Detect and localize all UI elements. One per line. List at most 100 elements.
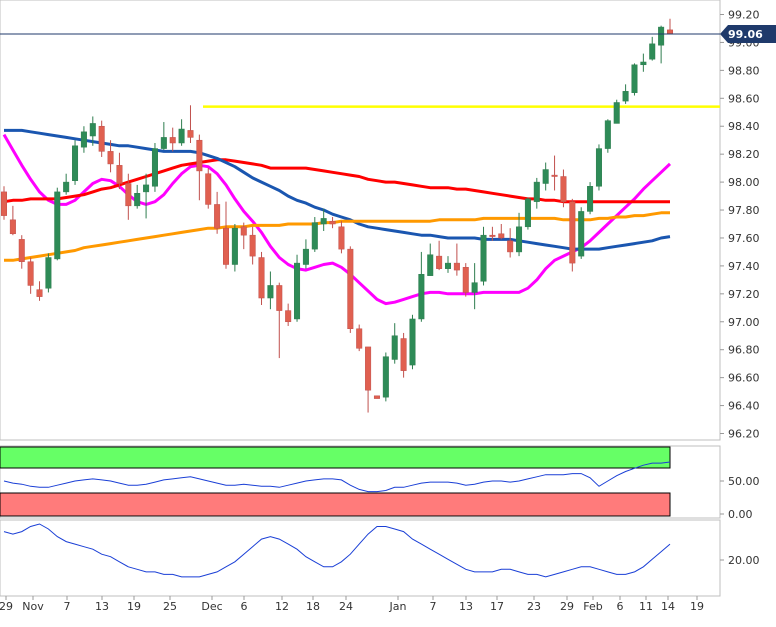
candle-body — [604, 120, 611, 149]
x-tick-label: Nov — [22, 600, 44, 613]
candle-body — [631, 64, 638, 93]
candle-body — [311, 222, 318, 250]
price-tick-label: 99.20 — [728, 9, 760, 22]
x-tick-label: 7 — [64, 600, 71, 613]
price-tick-label: 97.20 — [728, 288, 760, 301]
candle-body — [80, 131, 87, 148]
candle-body — [382, 356, 389, 398]
candle-body — [125, 183, 132, 207]
candle-body — [89, 123, 96, 137]
candle-body — [649, 43, 656, 60]
price-tick-label: 98.60 — [728, 92, 760, 105]
candle-body — [36, 289, 43, 297]
price-tick-label: 98.80 — [728, 64, 760, 77]
candle-body — [285, 310, 292, 323]
candle-body — [187, 130, 194, 138]
x-tick-label: Jan — [389, 600, 407, 613]
moving-average-line — [4, 128, 671, 251]
x-tick-label: 29 — [0, 600, 13, 613]
candle-body — [471, 282, 478, 293]
price-tick-label: 98.40 — [728, 120, 760, 133]
x-tick-label: 12 — [275, 600, 289, 613]
candle-body — [551, 174, 558, 177]
candle-body — [338, 226, 345, 250]
candle-body — [409, 318, 416, 366]
x-axis: 29 Nov 7 13 19 25 Dec 6 12 18 24 Jan 7 13 17 23 29 Feb 6 11… — [0, 596, 704, 613]
candle-body — [365, 346, 372, 391]
candle-body — [444, 262, 452, 269]
candle-body — [258, 257, 265, 299]
candle-body — [489, 234, 496, 237]
rsi-tick-label: 0.00 — [728, 508, 753, 521]
x-tick-label: 25 — [163, 600, 177, 613]
candle-body — [9, 219, 16, 235]
price-tick-label: 96.60 — [728, 372, 760, 385]
oscillator-panel: 20.00 — [0, 519, 760, 597]
x-tick-label: 14 — [661, 600, 675, 613]
candle-body — [116, 165, 123, 184]
candle-body — [666, 29, 674, 35]
candle-body — [0, 191, 8, 216]
price-tick-label: 96.40 — [728, 400, 760, 413]
candle-body — [196, 139, 203, 172]
oversold-zone — [0, 492, 671, 517]
price-tick-label: 97.00 — [728, 316, 760, 329]
candle-body — [98, 125, 105, 152]
overbought-zone — [0, 446, 671, 469]
price-tick-label: 97.60 — [728, 232, 760, 245]
x-tick-label: Feb — [583, 600, 602, 613]
moving-average-line — [2, 133, 672, 306]
moving-average-line — [4, 211, 670, 262]
candle-body — [27, 261, 34, 286]
candle-body — [63, 181, 70, 193]
last-price-label: 99.06 — [728, 28, 763, 41]
candle-body — [347, 248, 354, 329]
candle-body — [524, 198, 531, 228]
x-tick-label: 6 — [241, 600, 248, 613]
rsi-panel: 50.00 0.00 — [0, 445, 760, 521]
price-tick-label: 97.80 — [728, 204, 760, 217]
candle-body — [658, 26, 665, 46]
x-tick-label: 7 — [430, 600, 437, 613]
price-tick-label: 96.80 — [728, 344, 760, 357]
x-tick-label: 29 — [560, 600, 574, 613]
candle-body — [143, 184, 150, 193]
candle-body — [418, 274, 425, 320]
candle-body — [240, 226, 247, 236]
candle-body — [533, 181, 540, 202]
candle-body — [516, 226, 523, 253]
candle-body — [498, 233, 505, 239]
candle-body — [222, 227, 230, 265]
x-tick-label: Dec — [201, 600, 222, 613]
x-tick-label: 11 — [639, 600, 653, 613]
x-tick-label: 23 — [527, 600, 541, 613]
candle-body — [578, 211, 585, 257]
x-tick-label: 19 — [127, 600, 141, 613]
candle-body — [267, 285, 274, 299]
candle-body — [436, 255, 443, 269]
candle-body — [480, 234, 487, 282]
candle-body — [373, 395, 380, 399]
candle-body — [205, 173, 212, 205]
oscillator-line — [3, 523, 671, 578]
x-tick-label: 24 — [339, 600, 353, 613]
candle-body — [507, 240, 514, 253]
x-tick-label: 17 — [490, 600, 504, 613]
candle-body — [613, 102, 620, 124]
candle-body — [45, 257, 52, 289]
rsi-line — [3, 461, 671, 493]
candle-body — [595, 148, 602, 187]
candle-body — [214, 204, 221, 229]
candle-body — [276, 285, 283, 311]
candle-body — [569, 201, 576, 264]
candle-body — [320, 218, 327, 225]
candle-body — [622, 91, 629, 102]
x-tick-label: 19 — [690, 600, 704, 613]
last-price-tag — [720, 25, 776, 44]
price-panel: 99.2099.0098.8098.6098.4098.2098.0097.80… — [0, 0, 776, 441]
candle-body — [178, 128, 185, 144]
candle-body — [72, 145, 79, 181]
candle-body — [134, 193, 141, 207]
candle-body — [453, 262, 460, 271]
price-tick-label: 98.00 — [728, 176, 760, 189]
